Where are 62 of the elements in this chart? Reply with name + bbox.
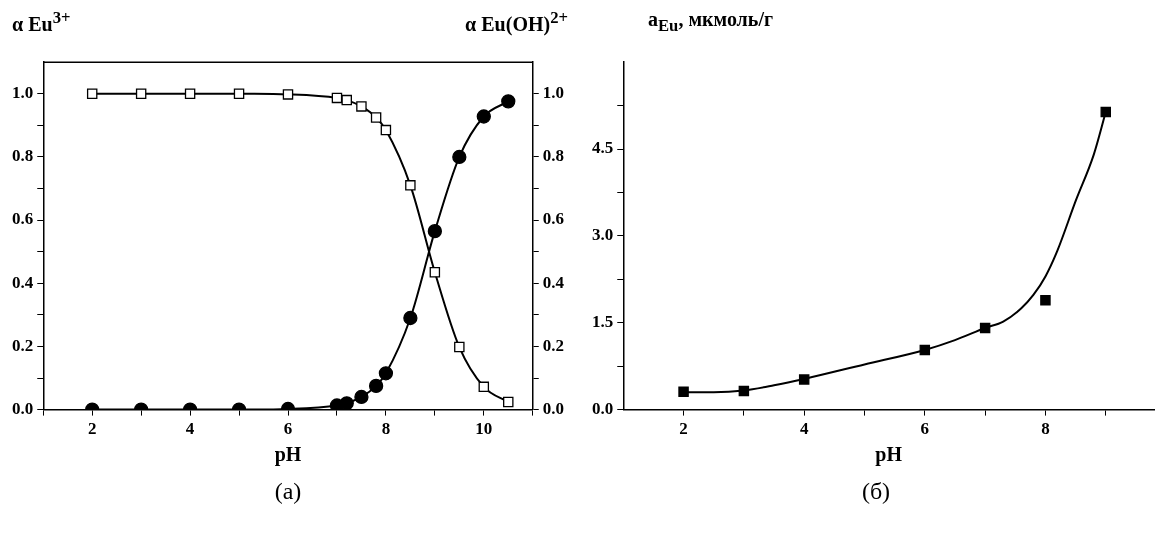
x-tick-label: 10	[475, 419, 493, 439]
point	[1040, 294, 1051, 306]
y-tick-label: 1.0	[12, 83, 34, 103]
x-tick-label: 6	[283, 419, 293, 439]
point	[919, 344, 931, 356]
y2-tick-label: 0.0	[542, 398, 564, 418]
point	[738, 385, 750, 397]
y2-tick-label: 0.6	[542, 209, 564, 229]
point	[452, 149, 467, 165]
point	[354, 389, 369, 405]
y-tick-label: 0.4	[12, 272, 34, 292]
point	[378, 366, 394, 381]
point	[501, 94, 516, 109]
y2-axis-title: α Eu(OH)$^{2+}$	[465, 8, 568, 36]
x-tick-label: 2	[679, 419, 688, 439]
x-tick-label: 8	[381, 419, 391, 439]
y-axis-title: α Eu$^{3+}$	[12, 8, 71, 36]
point	[1100, 106, 1111, 118]
point	[454, 341, 465, 353]
point	[798, 374, 810, 385]
text: (б)	[860, 478, 892, 505]
x-tick-label: 6	[920, 419, 930, 439]
y-tick-label: 3.0	[592, 225, 614, 245]
point	[429, 266, 441, 278]
point	[476, 109, 491, 124]
point	[135, 88, 147, 100]
point	[233, 88, 245, 100]
y-tick-label: 1.5	[592, 312, 614, 332]
point	[678, 386, 689, 397]
point	[370, 112, 382, 123]
y-axis-title: a$_{Eu}$, мкмоль/г	[648, 8, 774, 36]
point	[979, 322, 991, 334]
y2-tick-label: 0.4	[542, 272, 565, 292]
x-tick-label: 8	[1041, 419, 1050, 439]
y2-tick-label: 0.8	[542, 146, 564, 166]
text: (a)	[273, 478, 303, 505]
point	[405, 180, 416, 191]
x-tick-label: 2	[87, 419, 97, 439]
point	[380, 124, 392, 136]
x-tick-label: 4	[799, 419, 809, 439]
point	[478, 381, 490, 393]
point	[184, 88, 196, 100]
x-axis-title: pH	[875, 443, 903, 467]
point	[403, 310, 418, 326]
x-tick-label: 4	[185, 419, 195, 439]
point	[282, 89, 294, 100]
x-axis-title: pH	[274, 443, 302, 467]
y-tick-label: 0.0	[12, 398, 34, 418]
y2-tick-label: 0.2	[542, 335, 564, 355]
y-tick-label: 0.8	[12, 146, 34, 166]
point	[356, 101, 367, 112]
point	[503, 396, 514, 408]
y-tick-label: 0.6	[12, 209, 34, 229]
y-tick-label: 0.0	[592, 398, 614, 418]
y2-tick-label: 1.0	[542, 83, 564, 103]
point	[427, 224, 442, 239]
y-tick-label: 0.2	[12, 335, 34, 355]
point	[86, 88, 98, 100]
y-tick-label: 4.5	[592, 138, 614, 158]
point	[339, 396, 354, 410]
point	[368, 378, 384, 394]
point	[341, 94, 352, 106]
